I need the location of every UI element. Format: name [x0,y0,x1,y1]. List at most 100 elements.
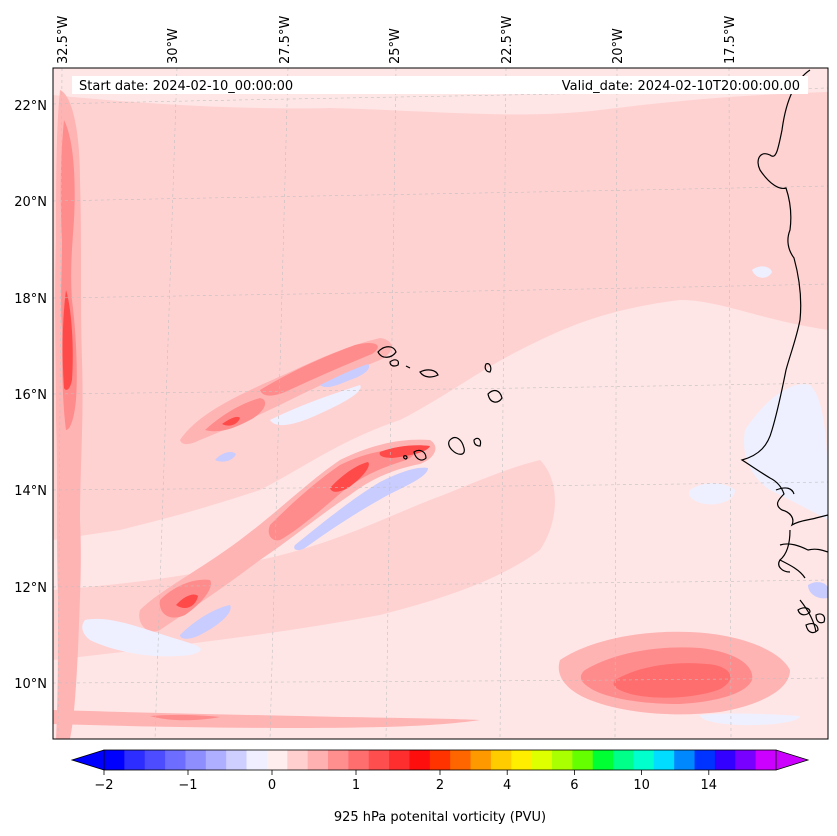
colorbar-tick-label: 6 [570,778,578,793]
colorbar-swatch [124,750,146,770]
pv-contour-north-filament-red [222,416,240,426]
pv-contour-bottom-core [150,714,220,721]
colorbar-under-arrow [72,750,104,770]
santo-antao-island [377,346,397,358]
lon-label-32-5w: 32.5°W [56,16,71,64]
colorbar-frame-arrows [70,749,810,771]
colorbar-swatch [307,750,329,770]
colorbar-swatch [552,750,573,770]
pv-contour-se-red [613,663,731,698]
pv-contour-se-blue-light [700,713,800,726]
colorbar-swatch [613,750,635,770]
graticule [53,68,828,739]
start-date-label: Start date: 2024-02-10_00:00:00 [79,79,293,94]
colorbar-swatch [266,750,288,770]
pv-contour-north-blue-light [270,385,361,426]
colorbar-tick-label: 4 [503,778,511,793]
sao-vicente-island [389,359,400,367]
colorbar-swatch [287,750,309,770]
pv-contour-coast-blue-light [744,384,828,520]
pv-contour-east-blue-3 [808,582,828,599]
colorbar-swatch [735,750,757,770]
pv-contour-south-blue-light [82,618,201,657]
colorbar-over-arrow [776,750,808,770]
valid-date-label: Valid_date: 2024-02-10T20:00:00.00 [562,79,800,94]
pv-contour-north-blue [215,364,370,462]
lat-label-16n: 16°N [14,388,47,403]
colorbar-swatch [429,750,451,770]
colorbar-swatches [104,750,777,770]
colorbar-swatch [144,750,166,770]
colorbar-swatch [226,750,248,770]
lon-label-22-5w: 22.5°W [500,16,515,64]
lat-label-18n: 18°N [14,292,47,307]
colorbar-tick-label: −1 [178,778,197,793]
colorbar-swatch [592,750,614,770]
pv-contour-bottom-band [53,710,480,728]
colorbar-swatch [165,750,187,770]
colorbar-swatch [205,750,227,770]
colorbar-tick-label: 1 [352,778,360,793]
colorbar-tick-label: −2 [94,778,113,793]
santiago-island [448,436,465,455]
lon-label-20w: 20°W [611,28,626,64]
colorbar-swatch [531,750,553,770]
colorbar-swatch [633,750,655,770]
colorbar-swatch [653,750,675,770]
lon-label-17-5w: 17.5°W [723,16,738,64]
colorbar-swatch [185,750,207,770]
brava-island [403,455,408,460]
pv-contour-south-blue [180,467,428,639]
map-frame [52,67,829,740]
colorbar-swatch [755,750,777,770]
colorbar-tick-label: 10 [633,778,650,793]
colorbar-swatch [409,750,431,770]
pv-contour-east-blue-light-2 [688,483,735,505]
colorbar-tick-label: 0 [268,778,276,793]
colorbar-swatch [389,750,411,770]
pv-contour-north-filament-rose [205,343,378,432]
colorbar: −2 −1 0 1 2 4 6 10 14 925 hPa potenital vorticit… [70,749,810,825]
colorbar-swatch [368,750,390,770]
colorbar-swatch [694,750,716,770]
fogo-island [413,449,427,461]
lat-label-12n: 12°N [14,581,47,596]
pv-contour-north-band [53,193,828,370]
pv-contour-west-max [62,290,73,390]
lat-label-22n: 22°N [14,99,47,114]
lat-label-10n: 10°N [14,677,47,692]
colorbar-swatch [714,750,736,770]
colorbar-swatch [348,750,370,770]
start-date-box [72,76,312,94]
colorbar-swatch [450,750,472,770]
colorbar-tick-label: 2 [436,778,444,793]
colorbar-label: 925 hPa potenital vorticity (PVU) [334,810,546,825]
colorbar-ticks: −2 −1 0 1 2 4 6 10 14 [94,770,717,793]
colorbar-swatch [246,750,268,770]
lon-label-25w: 25°W [388,28,403,64]
africa-coastline [740,69,828,633]
boa-vista-island [487,389,503,403]
latitude-labels: 22°N 20°N 18°N 16°N 14°N 12°N 10°N [14,99,47,692]
lat-label-14n: 14°N [14,484,47,499]
colorbar-swatch [470,750,492,770]
colorbar-swatch [104,750,125,770]
lon-label-27-5w: 27.5°W [278,16,293,64]
lon-label-30w: 30°W [166,28,181,64]
sao-nicolau-island [405,365,439,378]
colorbar-swatch [490,750,512,770]
africa-coastline-inlet [775,487,828,553]
colorbar-tick-label: 14 [701,778,718,793]
colorbar-swatch [572,750,594,770]
colorbar-swatch [328,750,349,770]
sal-island [484,363,492,373]
bijagos-islands [797,607,826,634]
maio-island [473,437,482,447]
lat-label-20n: 20°N [14,195,47,210]
colorbar-swatch [511,750,533,770]
longitude-labels: 32.5°W 30°W 27.5°W 25°W 22.5°W 20°W 17.5… [56,16,738,64]
valid-date-box [300,76,808,94]
pv-contour-east-blue-dot [752,266,772,278]
map-panel: Start date: 2024-02-10_00:00:00 Valid_da… [53,68,828,739]
